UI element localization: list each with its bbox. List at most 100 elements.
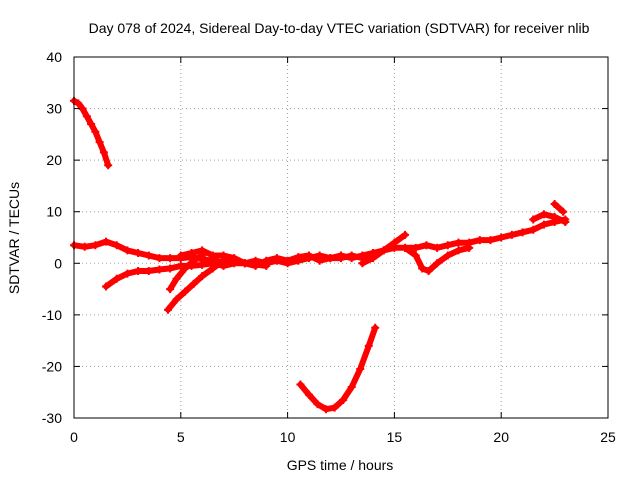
data-point — [155, 265, 164, 274]
data-point — [379, 246, 388, 255]
data-point — [390, 238, 399, 247]
y-tick-label: 10 — [46, 204, 62, 220]
series-line — [530, 211, 569, 225]
y-tick-label: 30 — [46, 101, 62, 117]
data-point — [166, 285, 175, 294]
data-point — [272, 254, 281, 263]
data-point — [454, 238, 463, 247]
data-point — [208, 264, 217, 273]
x-tick-label: 20 — [493, 429, 509, 445]
series-arc-end-wave — [529, 210, 570, 227]
x-tick-label: 0 — [70, 429, 78, 445]
data-point — [322, 405, 331, 414]
data-layer — [70, 96, 570, 414]
data-point — [187, 248, 196, 257]
data-point — [418, 264, 427, 273]
data-point — [529, 215, 538, 224]
data-point — [358, 259, 367, 268]
ticks-layer: 0 5 10 15 20 25 -30 -20 -10 0 10 20 30 40 — [42, 49, 616, 445]
data-point — [166, 264, 175, 273]
data-point — [356, 365, 365, 374]
series-arc-steep-rise-b — [166, 251, 207, 294]
data-point — [80, 242, 89, 251]
data-point — [208, 251, 217, 260]
x-tick-label: 15 — [387, 429, 403, 445]
data-point — [144, 267, 153, 276]
data-point — [371, 323, 380, 332]
data-point — [166, 254, 175, 263]
y-tick-label: 20 — [46, 152, 62, 168]
data-point — [123, 269, 132, 278]
data-point — [433, 259, 442, 268]
data-point — [99, 148, 108, 157]
data-point — [465, 243, 474, 252]
data-point — [411, 243, 420, 252]
data-point — [550, 199, 559, 208]
data-point — [411, 251, 420, 260]
data-point — [304, 390, 313, 399]
y-tick-label: 40 — [46, 49, 62, 65]
data-point — [347, 383, 356, 392]
data-point — [475, 236, 484, 245]
series-line — [551, 201, 567, 215]
grid-layer — [74, 57, 608, 418]
data-point — [497, 233, 506, 242]
data-point — [529, 225, 538, 234]
data-point — [172, 274, 181, 283]
series-arc-deep-trough — [296, 323, 380, 414]
data-point — [304, 251, 313, 260]
data-point — [181, 264, 190, 273]
data-point — [123, 246, 132, 255]
data-point — [240, 259, 249, 268]
data-point — [155, 254, 164, 263]
data-point — [539, 220, 548, 229]
data-point — [262, 261, 271, 270]
data-point — [433, 243, 442, 252]
data-point — [134, 267, 143, 276]
data-point — [112, 274, 121, 283]
plot-frame — [73, 56, 609, 419]
y-tick-label: -10 — [42, 307, 62, 323]
data-point — [189, 256, 198, 265]
x-tick-label: 10 — [280, 429, 296, 445]
data-point — [283, 256, 292, 265]
data-point — [507, 230, 516, 239]
y-tick-label: -20 — [42, 358, 62, 374]
data-point — [559, 207, 568, 216]
data-point — [104, 161, 113, 170]
series-arc-steep-rise-a — [163, 256, 228, 314]
data-point — [102, 282, 111, 291]
data-point — [313, 400, 322, 409]
data-point — [326, 254, 335, 263]
data-point — [369, 254, 378, 263]
x-tick-label: 25 — [600, 429, 616, 445]
data-point — [454, 246, 463, 255]
data-point — [486, 236, 495, 245]
data-point — [198, 260, 207, 269]
data-point — [296, 380, 305, 389]
data-point — [518, 228, 527, 237]
data-point — [424, 267, 433, 276]
data-point — [347, 251, 356, 260]
series-arc-lower-rise — [102, 259, 271, 291]
data-point — [172, 295, 181, 304]
data-point — [112, 241, 121, 250]
data-point — [74, 99, 83, 108]
y-tick-label: 0 — [54, 255, 62, 271]
series-arc-late-rise — [358, 230, 410, 268]
data-point — [401, 243, 410, 252]
data-point — [337, 254, 345, 263]
data-point — [550, 212, 559, 221]
data-point — [561, 218, 570, 227]
data-point — [230, 259, 239, 268]
data-point — [443, 241, 452, 250]
series-arc-end-spur — [550, 199, 568, 216]
data-point — [339, 395, 348, 404]
x-tick-label: 5 — [177, 429, 185, 445]
y-tick-label: -30 — [42, 410, 62, 426]
data-point — [198, 272, 207, 281]
data-point — [144, 251, 153, 260]
data-point — [198, 251, 207, 260]
